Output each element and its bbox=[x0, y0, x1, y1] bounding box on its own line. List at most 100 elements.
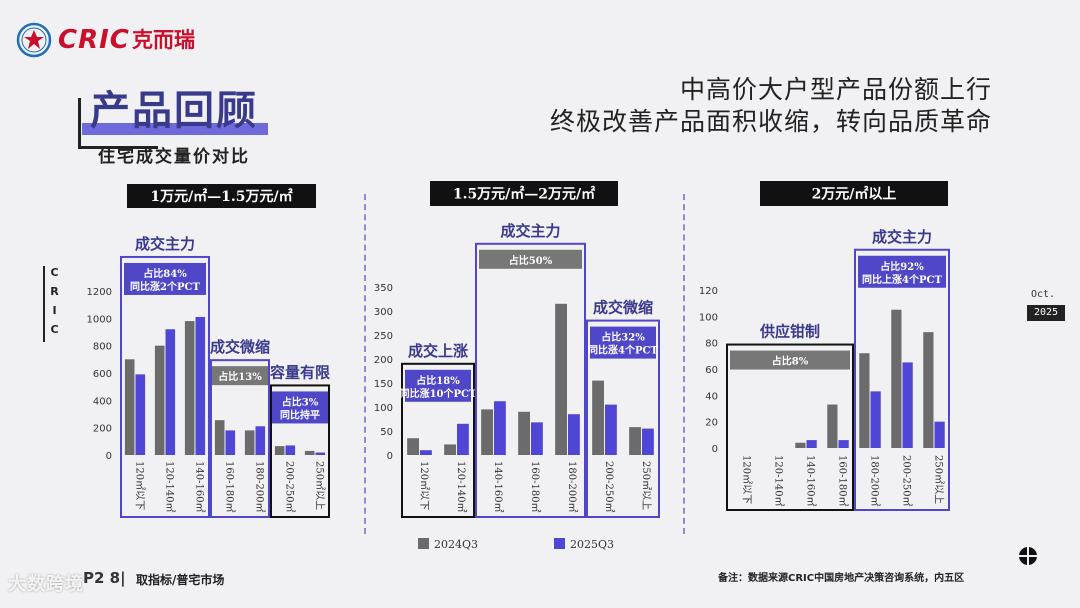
group-label: 容量有限 bbox=[269, 363, 330, 381]
legend-swatch bbox=[418, 538, 429, 549]
x-category-label: 120㎡以下 bbox=[418, 461, 430, 510]
group-frame bbox=[210, 359, 270, 518]
share-callout-bg bbox=[272, 391, 328, 424]
share-callout-text: 同比持平 bbox=[280, 408, 320, 421]
y-tick-label: 0 bbox=[387, 451, 393, 462]
bar-2025q3 bbox=[420, 450, 432, 455]
bar-2025q3 bbox=[255, 426, 266, 455]
y-tick-label: 100 bbox=[699, 312, 718, 323]
bar-2025q3 bbox=[642, 428, 654, 455]
bar-2025q3 bbox=[285, 445, 296, 455]
x-category-label: 120-140㎡ bbox=[455, 461, 467, 513]
chart-panel-1: 1万元/㎡—1.5万元/㎡ 0 200 400 600 800 1000 1200 120㎡以下… bbox=[87, 184, 330, 518]
share-callout-bg bbox=[479, 249, 582, 269]
bar-2025q3 bbox=[225, 430, 236, 455]
bar-2024q3 bbox=[859, 353, 870, 448]
bar-2025q3 bbox=[902, 362, 913, 448]
group-label: 成交微缩 bbox=[210, 338, 270, 356]
bar-2024q3 bbox=[244, 430, 255, 455]
share-callout-text: 同比涨10个PCT bbox=[400, 387, 477, 400]
watermark: 大数跨境 bbox=[8, 574, 84, 595]
share-callout-text: 占比18% bbox=[416, 374, 460, 387]
x-category-label: 140-160㎡ bbox=[194, 461, 206, 513]
date-month: Oct. bbox=[1031, 289, 1056, 300]
title-highlight bbox=[82, 123, 268, 135]
bar-2024q3 bbox=[184, 321, 195, 455]
crosshair-icon bbox=[1019, 547, 1037, 565]
bar-2024q3 bbox=[154, 345, 165, 455]
bar-2025q3 bbox=[838, 440, 849, 448]
title-frame-vertical bbox=[78, 98, 81, 148]
share-callout-bg bbox=[858, 255, 946, 288]
y-tick-label: 0 bbox=[106, 451, 112, 462]
bar-2024q3 bbox=[592, 380, 604, 455]
bar-2024q3 bbox=[124, 359, 135, 455]
bar-2025q3 bbox=[195, 316, 206, 455]
x-category-label: 140-160㎡ bbox=[492, 461, 504, 513]
bar-2024q3 bbox=[407, 438, 419, 455]
page-subtitle: 住宅成交量价对比 bbox=[98, 147, 250, 167]
brand-logo: CRIC 克而瑞 bbox=[16, 20, 236, 60]
panel-divider bbox=[683, 194, 685, 534]
share-callout-text: 占比32% bbox=[601, 331, 645, 344]
group-frame bbox=[854, 248, 950, 511]
bar-2024q3 bbox=[827, 404, 838, 448]
source-footnote: 备注：数据来源CRIC中国房地产决策咨询系统，内五区 bbox=[718, 573, 965, 584]
y-tick-label: 400 bbox=[93, 396, 112, 407]
y-tick-label: 800 bbox=[93, 342, 112, 353]
bar-2025q3 bbox=[568, 414, 580, 455]
bar-2025q3 bbox=[934, 421, 945, 448]
legend-label: 2025Q3 bbox=[570, 538, 614, 551]
group-label: 成交微缩 bbox=[593, 299, 653, 317]
share-callout-text: 同比涨4个PCT bbox=[588, 344, 658, 357]
panel-divider bbox=[364, 194, 366, 534]
page-number: P2 8| bbox=[83, 569, 126, 587]
y-tick-label: 150 bbox=[374, 379, 393, 390]
cric-seal-icon bbox=[16, 22, 52, 58]
page-title: 产品回顾 bbox=[90, 87, 258, 134]
x-category-label: 200-250㎡ bbox=[603, 461, 615, 513]
y-tick-label: 60 bbox=[705, 365, 718, 376]
bar-2024q3 bbox=[444, 444, 456, 455]
x-category-label: 180-200㎡ bbox=[566, 461, 578, 513]
legend-swatch bbox=[554, 538, 565, 549]
bar-2024q3 bbox=[214, 420, 225, 455]
share-callout-text: 占比92% bbox=[880, 260, 924, 273]
price-band-title-bg bbox=[430, 181, 618, 206]
logo-cn-name: 克而瑞 bbox=[132, 28, 195, 52]
bar-2025q3 bbox=[531, 422, 543, 455]
date-year-badge: 2025 bbox=[1027, 305, 1065, 321]
y-tick-label: 600 bbox=[93, 369, 112, 380]
y-tick-label: 80 bbox=[705, 339, 718, 350]
x-category-label: 140-160㎡ bbox=[805, 455, 817, 507]
x-category-label: 200-250㎡ bbox=[284, 461, 296, 513]
y-tick-label: 0 bbox=[712, 444, 718, 455]
x-category-label: 200-250㎡ bbox=[901, 455, 913, 507]
y-tick-label: 100 bbox=[374, 403, 393, 414]
price-band-title-bg bbox=[127, 184, 316, 208]
bar-2025q3 bbox=[165, 329, 176, 455]
bar-2024q3 bbox=[923, 332, 934, 448]
bar-2025q3 bbox=[315, 452, 326, 455]
x-category-label: 160-180㎡ bbox=[837, 455, 849, 507]
bar-2024q3 bbox=[555, 303, 567, 455]
y-tick-label: 200 bbox=[374, 355, 393, 366]
logo-wordmark: CRIC bbox=[58, 25, 130, 55]
share-callout-text: 同比上涨4个PCT bbox=[862, 273, 942, 286]
legend-label: 2024Q3 bbox=[434, 538, 478, 551]
y-tick-label: 200 bbox=[93, 424, 112, 435]
title-frame-horizontal bbox=[78, 146, 158, 149]
group-label: 成交上涨 bbox=[408, 342, 468, 360]
share-callout-bg bbox=[124, 262, 206, 295]
y-tick-label: 120 bbox=[699, 286, 718, 297]
chart-panel-2: 1.5万元/㎡—2万元/㎡ 0 50 100 150 200 250 300 350 120㎡以下… bbox=[374, 181, 660, 519]
headline-line-1: 中高价大户型产品份额上行 bbox=[679, 75, 992, 104]
y-tick-label: 350 bbox=[374, 283, 393, 294]
x-category-label: 120-140㎡ bbox=[164, 461, 176, 513]
x-category-label: 160-180㎡ bbox=[529, 461, 541, 513]
price-band-title: 1万元/㎡—1.5万元/㎡ bbox=[150, 188, 292, 205]
group-label: 供应钳制 bbox=[759, 323, 820, 341]
x-category-label: 120㎡以下 bbox=[134, 461, 146, 510]
y-tick-label: 20 bbox=[705, 418, 718, 429]
footer-caption: 取指标/普宅市场 bbox=[136, 573, 225, 587]
